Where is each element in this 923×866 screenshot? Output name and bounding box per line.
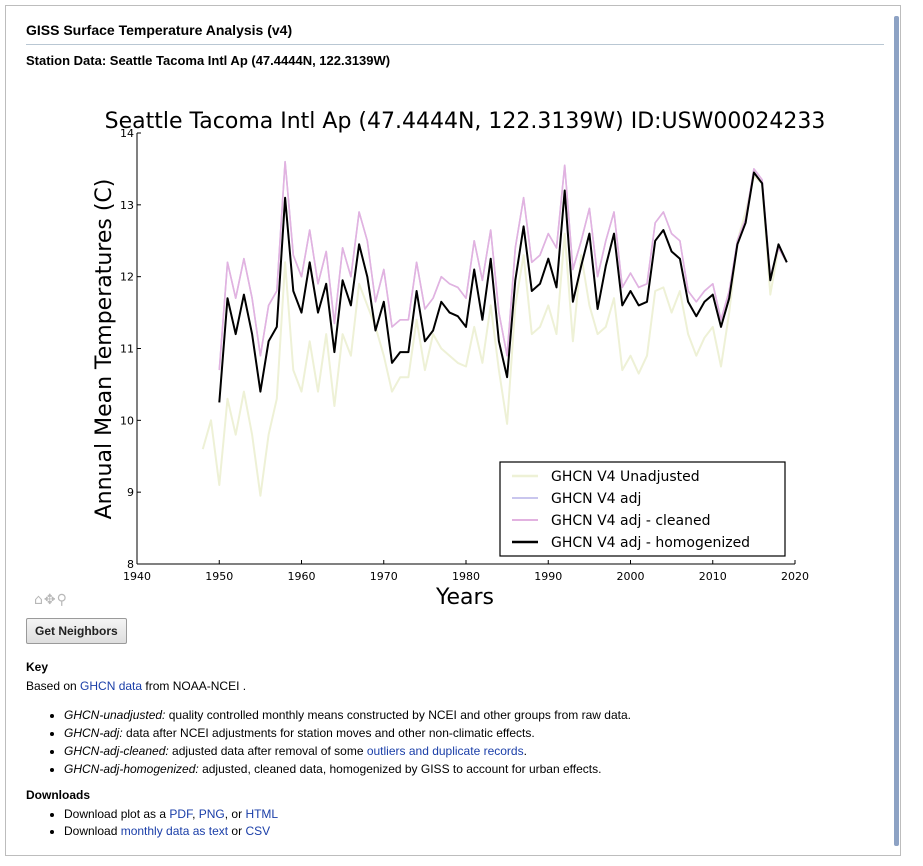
chart-axes: 1940 1950 1960 1970 1980 1990 2000 2010 2020 8 9 10… — [120, 127, 809, 583]
y-tick-label: 14 — [120, 127, 134, 140]
x-tick-label: 2010 — [699, 570, 727, 583]
download-data-item: Download monthly data as text or CSV — [64, 823, 278, 840]
key-intro-text: Based on — [26, 679, 81, 693]
key-item-adj: GHCN-adj: data after NCEI adjustments fo… — [64, 724, 631, 742]
key-list: GHCN-unadjusted: quality controlled mont… — [26, 706, 631, 778]
download-text-link[interactable]: monthly data as text — [120, 824, 229, 838]
key-desc: adjusted, cleaned data, homogenized by G… — [198, 762, 602, 776]
y-tick-label: 9 — [127, 486, 134, 499]
ghcn-data-link[interactable]: GHCN data — [80, 679, 143, 693]
x-tick-label: 1970 — [370, 570, 398, 583]
key-desc-end: . — [523, 744, 527, 758]
key-intro-source: from NOAA-NCEI . — [142, 679, 247, 693]
separator: , or — [224, 807, 246, 821]
key-item-adj-homogenized: GHCN-adj-homogenized: adjusted, cleaned … — [64, 760, 631, 778]
page-frame — [5, 5, 901, 856]
y-tick-label: 12 — [120, 271, 134, 284]
key-item-adj-cleaned: GHCN-adj-cleaned: adjusted data after re… — [64, 742, 631, 760]
chart-title: Seattle Tacoma Intl Ap (47.4444N, 122.31… — [105, 109, 826, 134]
series-adj-cleaned-line — [218, 160, 788, 371]
key-item-unadjusted: GHCN-unadjusted: quality controlled mont… — [64, 706, 631, 724]
x-axis-label: Years — [435, 585, 494, 610]
legend-label: GHCN V4 Unadjusted — [551, 469, 700, 485]
chart-legend: GHCN V4 Unadjusted GHCN V4 adj GHCN V4 adj… — [499, 461, 786, 557]
plot-toolbar: ⌂✥⚲ — [34, 592, 68, 608]
x-tick-label: 1950 — [205, 570, 233, 583]
downloads-heading: Downloads — [26, 788, 91, 802]
y-tick-label: 13 — [120, 199, 134, 212]
chart-series — [201, 160, 788, 497]
key-desc: quality controlled monthly means constru… — [165, 708, 631, 722]
series-adj-line — [218, 160, 788, 371]
x-tick-label: 1960 — [288, 570, 316, 583]
key-intro: Based on GHCN data from NOAA-NCEI . — [26, 679, 246, 693]
download-data-text: Download — [64, 824, 121, 838]
x-tick-label: 2000 — [617, 570, 645, 583]
legend-box — [499, 461, 786, 557]
download-plot-item: Download plot as a PDF, PNG, or HTML — [64, 806, 278, 823]
downloads-list: Download plot as a PDF, PNG, or HTML Dow… — [26, 806, 278, 840]
station-heading: Station Data: Seattle Tacoma Intl Ap (47… — [26, 53, 391, 68]
x-tick-label: 2020 — [781, 570, 809, 583]
download-plot-text: Download plot as a — [64, 807, 170, 821]
key-desc: data after NCEI adjustments for station … — [122, 726, 535, 740]
separator: or — [228, 824, 246, 838]
legend-label: GHCN V4 adj — [551, 491, 641, 507]
home-icon[interactable]: ⌂ — [34, 592, 44, 608]
zoom-icon[interactable]: ⚲ — [56, 592, 68, 608]
key-heading: Key — [26, 660, 49, 674]
x-tick-label: 1980 — [452, 570, 480, 583]
y-axis-label: Annual Mean Temperatures (C) — [92, 179, 117, 520]
y-tick-label: 8 — [127, 558, 134, 571]
title-divider — [26, 44, 884, 45]
y-tick-label: 10 — [120, 414, 134, 427]
x-tick-label: 1940 — [123, 570, 151, 583]
page-title: GISS Surface Temperature Analysis (v4) — [26, 22, 293, 38]
outliers-link[interactable]: outliers and duplicate records — [366, 744, 524, 758]
vertical-scrollbar[interactable] — [894, 16, 899, 846]
key-term: GHCN-adj-homogenized: — [64, 762, 199, 776]
download-png-link[interactable]: PNG — [198, 807, 225, 821]
legend-label: GHCN V4 adj - cleaned — [551, 513, 710, 529]
key-term: GHCN-adj-cleaned: — [64, 744, 169, 758]
pan-icon[interactable]: ✥ — [43, 592, 57, 608]
download-html-link[interactable]: HTML — [245, 807, 279, 821]
download-csv-link[interactable]: CSV — [245, 824, 271, 838]
x-tick-label: 1990 — [534, 570, 562, 583]
separator: , — [192, 807, 199, 821]
legend-label: GHCN V4 adj - homogenized — [551, 535, 750, 551]
key-term: GHCN-adj: — [64, 726, 123, 740]
get-neighbors-button[interactable]: Get Neighbors — [26, 618, 127, 644]
y-tick-label: 11 — [120, 343, 134, 356]
series-unadjusted-line — [201, 175, 788, 497]
download-pdf-link[interactable]: PDF — [169, 807, 193, 821]
series-adj-homogenized-line — [218, 171, 788, 403]
key-desc: adjusted data after removal of some — [168, 744, 367, 758]
key-term: GHCN-unadjusted: — [64, 708, 166, 722]
